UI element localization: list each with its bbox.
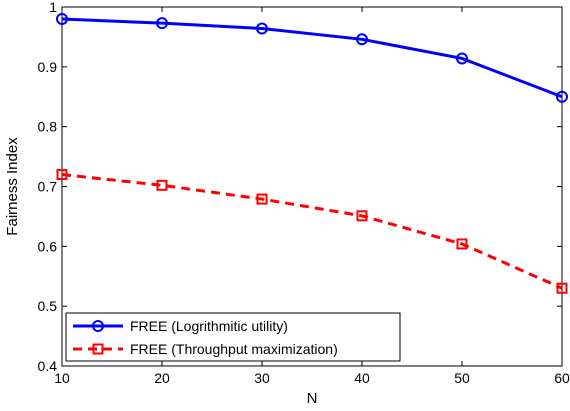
data-point <box>556 90 568 103</box>
data-point <box>256 193 268 205</box>
data-point <box>356 33 368 46</box>
data-point <box>56 169 68 181</box>
legend-marker <box>92 343 104 355</box>
x-tick-label: 20 <box>154 370 170 386</box>
legend-entry: FREE (Logrithmitic utility) <box>73 318 288 334</box>
x-tick-label: 30 <box>254 370 270 386</box>
y-tick-label: 0.6 <box>38 238 58 254</box>
legend-marker <box>92 320 104 332</box>
series-line <box>61 17 563 99</box>
x-tick-label: 40 <box>354 370 370 386</box>
x-axis-label: N <box>307 390 318 407</box>
y-tick-label: 1 <box>49 0 57 15</box>
legend-label: FREE (Throughput maximization) <box>130 341 338 357</box>
x-tick-label: 60 <box>554 370 570 386</box>
data-point <box>456 238 468 250</box>
axis-ticks: 10 20 30 40 50 60 0.4 0.5 0.6 0.7 0.8 0.9 1 <box>38 0 570 386</box>
x-tick-label: 50 <box>454 370 470 386</box>
data-point <box>556 282 568 294</box>
data-point <box>156 179 168 191</box>
legend: FREE (Logrithmitic utility) FREE (Through… <box>65 312 401 362</box>
y-tick-label: 0.8 <box>38 119 58 135</box>
y-tick-label: 0.7 <box>38 179 58 195</box>
data-point <box>456 52 468 65</box>
legend-entry: FREE (Throughput maximization) <box>73 341 338 357</box>
data-point <box>356 210 368 222</box>
data-point <box>156 17 168 30</box>
series-2 <box>56 169 568 294</box>
y-tick-label: 0.9 <box>38 59 58 75</box>
data-point <box>256 22 268 35</box>
y-tick-label: 0.5 <box>38 298 58 314</box>
y-tick-label: 0.4 <box>38 358 58 374</box>
plot-area <box>61 6 563 367</box>
legend-box <box>65 312 401 362</box>
series-1 <box>56 12 568 103</box>
x-tick-label: 10 <box>54 370 70 386</box>
data-point <box>56 12 68 25</box>
series-line <box>61 173 563 290</box>
legend-label: FREE (Logrithmitic utility) <box>130 318 288 334</box>
series-layer <box>56 12 568 294</box>
y-axis-label: Fairness Index <box>4 137 21 236</box>
